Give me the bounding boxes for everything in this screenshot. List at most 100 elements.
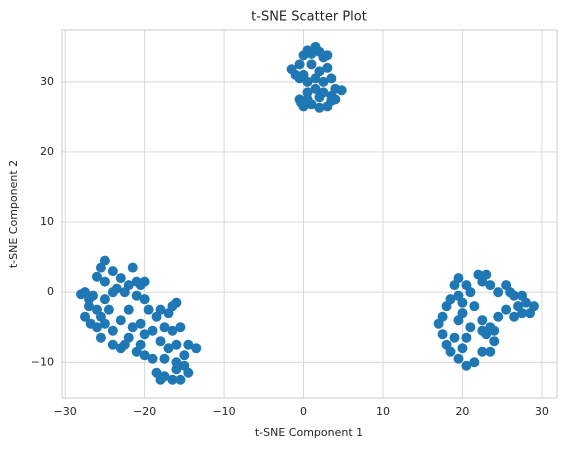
point — [326, 73, 337, 84]
point — [489, 325, 500, 336]
point — [191, 343, 202, 354]
point — [453, 353, 464, 364]
point — [509, 311, 520, 322]
point — [107, 266, 118, 277]
point — [159, 322, 170, 333]
point — [143, 304, 154, 315]
point — [159, 353, 170, 364]
point — [457, 308, 468, 319]
point — [322, 62, 333, 73]
point — [163, 343, 174, 354]
point — [95, 332, 106, 343]
point — [183, 339, 194, 350]
point — [493, 311, 504, 322]
point — [95, 311, 106, 322]
point — [155, 336, 166, 347]
point — [485, 346, 496, 357]
point — [103, 304, 114, 315]
point — [501, 304, 512, 315]
point — [322, 50, 333, 61]
point — [469, 301, 480, 312]
point — [294, 73, 305, 84]
point — [310, 83, 321, 94]
point — [119, 287, 130, 298]
point — [91, 322, 102, 333]
point — [119, 339, 130, 350]
point — [127, 322, 138, 333]
point — [465, 287, 476, 298]
point — [139, 276, 150, 287]
x-tick-label: 20 — [455, 405, 469, 418]
point — [147, 353, 158, 364]
point — [461, 332, 472, 343]
point — [461, 360, 472, 371]
point — [80, 311, 91, 322]
point — [155, 374, 166, 385]
point — [123, 304, 134, 315]
point — [99, 255, 110, 266]
point — [465, 322, 476, 333]
point — [296, 97, 307, 108]
point — [115, 315, 126, 326]
point — [139, 294, 150, 305]
point — [445, 346, 456, 357]
point — [306, 59, 317, 70]
y-tick-label: 10 — [40, 215, 54, 228]
point — [131, 290, 142, 301]
point — [179, 350, 190, 361]
point — [485, 280, 496, 291]
point — [477, 315, 488, 326]
point — [457, 343, 468, 354]
point — [87, 290, 98, 301]
x-tick-label: 0 — [300, 405, 307, 418]
y-tick-label: 0 — [47, 285, 54, 298]
point — [115, 273, 126, 284]
point — [111, 283, 122, 294]
point — [155, 304, 166, 315]
point — [167, 374, 178, 385]
point — [147, 325, 158, 336]
x-tick-label: 30 — [535, 405, 549, 418]
point — [107, 325, 118, 336]
point — [302, 87, 313, 98]
point — [302, 76, 313, 87]
point — [167, 325, 178, 336]
point — [521, 297, 532, 308]
point — [524, 308, 535, 319]
point — [314, 92, 325, 103]
point — [509, 290, 520, 301]
point — [457, 297, 468, 308]
point — [131, 346, 142, 357]
point — [179, 360, 190, 371]
point — [175, 374, 186, 385]
point — [449, 332, 460, 343]
point — [310, 73, 321, 84]
point — [314, 102, 325, 113]
point — [171, 297, 182, 308]
point — [469, 357, 480, 368]
point — [318, 76, 329, 87]
point — [175, 322, 186, 333]
point — [171, 339, 182, 350]
point — [171, 357, 182, 368]
point — [99, 276, 110, 287]
point — [294, 59, 305, 70]
x-tick-label: 10 — [376, 405, 390, 418]
y-axis-label: t-SNE Component 2 — [7, 160, 20, 268]
x-tick-label: −30 — [54, 405, 77, 418]
chart-title: t-SNE Scatter Plot — [251, 10, 367, 25]
point — [513, 301, 524, 312]
point — [493, 287, 504, 298]
y-tick-label: −10 — [31, 355, 54, 368]
point — [449, 280, 460, 291]
point — [107, 339, 118, 350]
plot-frame — [61, 29, 558, 399]
y-tick-label: 30 — [40, 75, 54, 88]
point — [91, 271, 102, 282]
point — [437, 329, 448, 340]
point — [330, 94, 341, 105]
point — [139, 329, 150, 340]
x-axis-label: t-SNE Component 1 — [255, 426, 363, 439]
point — [489, 336, 500, 347]
